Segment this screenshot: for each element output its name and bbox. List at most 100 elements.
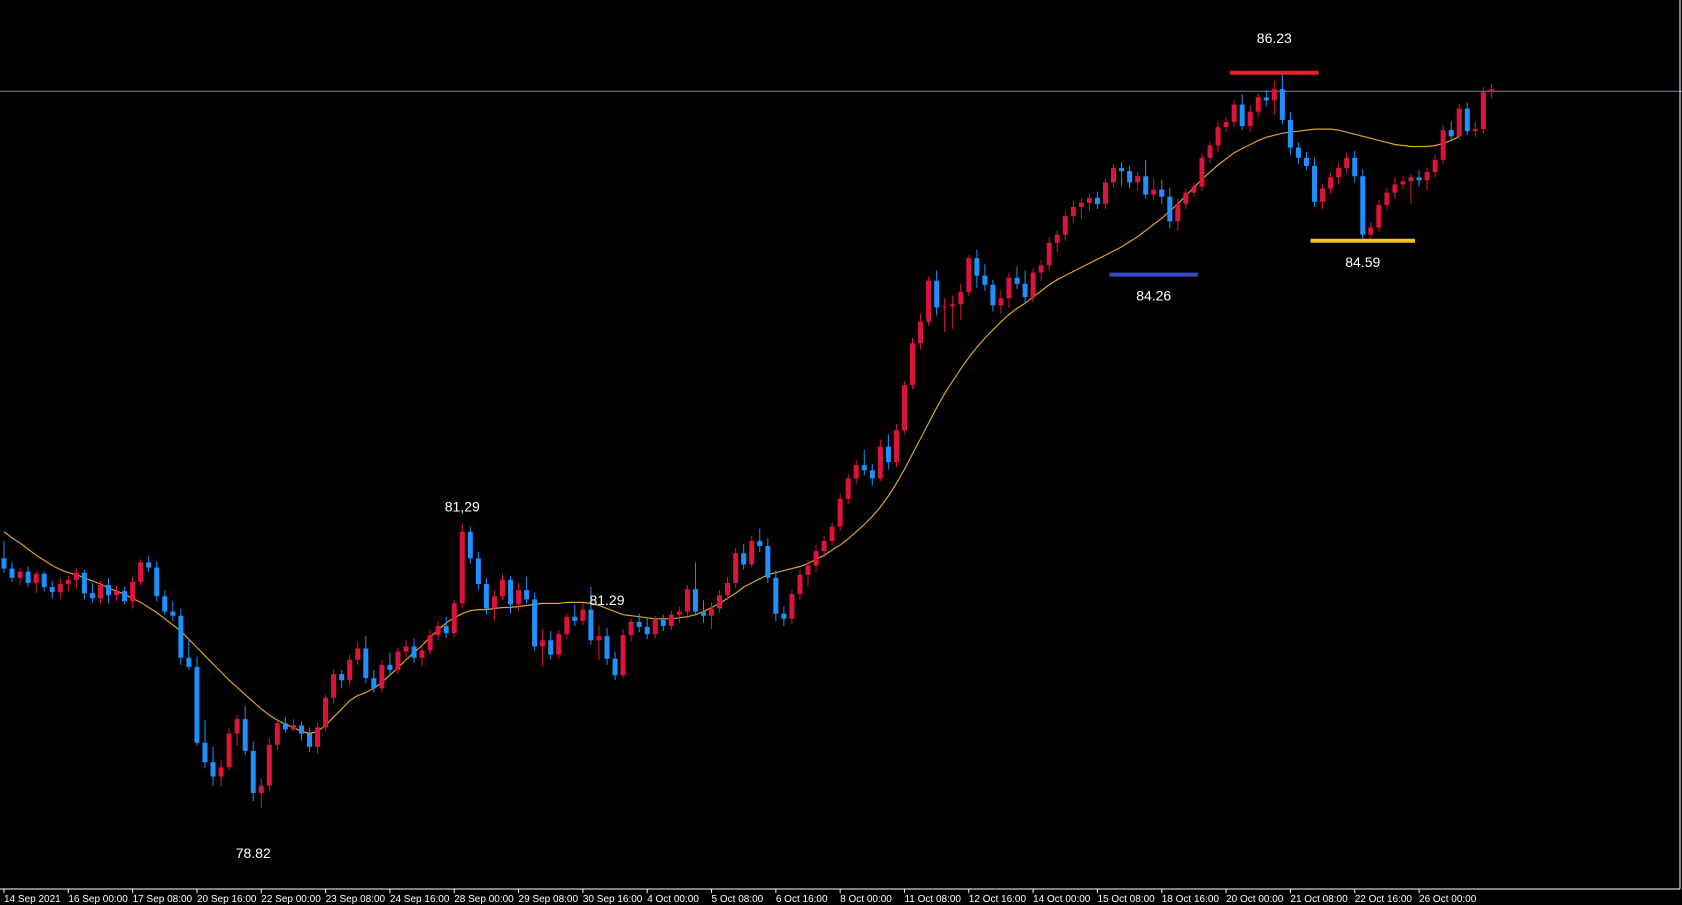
candle-body — [1400, 181, 1406, 185]
candle — [1368, 222, 1374, 241]
candle-body — [757, 540, 763, 547]
price-annotation-label: 81.29 — [589, 592, 624, 608]
candle — [765, 537, 771, 583]
candle — [1303, 151, 1309, 171]
candle — [845, 474, 851, 505]
candle-body — [194, 666, 200, 743]
candle — [910, 338, 916, 390]
x-tick-label: 22 Sep 00:00 — [261, 894, 321, 905]
x-tick-label: 6 Oct 16:00 — [776, 894, 828, 905]
candle — [564, 613, 570, 640]
candle-body — [741, 553, 747, 565]
candle — [411, 638, 417, 663]
candle — [1408, 174, 1414, 204]
candle — [483, 577, 489, 615]
candles-layer — [1, 72, 1494, 809]
candle — [885, 434, 891, 470]
candle — [1062, 211, 1068, 241]
price-annotation-label: 81,29 — [445, 499, 480, 515]
candle — [837, 493, 843, 531]
candle-body — [652, 619, 658, 635]
candle-body — [347, 659, 353, 681]
candle — [1287, 111, 1293, 155]
candle — [1038, 260, 1044, 281]
candle — [427, 630, 433, 655]
candle-body — [1038, 265, 1044, 273]
candle — [1344, 152, 1350, 174]
candle — [1159, 179, 1165, 204]
candle-body — [1464, 108, 1470, 132]
candle — [499, 573, 505, 601]
candle-body — [1392, 184, 1398, 193]
candle — [25, 566, 31, 588]
candle-body — [620, 635, 626, 676]
candle-body — [250, 750, 256, 793]
candle-body — [1223, 121, 1229, 128]
candle-body — [797, 574, 803, 595]
candle — [1143, 159, 1149, 199]
candle-body — [25, 571, 31, 583]
candle-body — [307, 733, 313, 747]
candle-body — [234, 719, 240, 734]
candle — [331, 668, 337, 704]
candle-body — [483, 583, 489, 609]
candle-body — [33, 573, 39, 583]
candle-body — [725, 582, 731, 596]
candle-body — [9, 568, 15, 578]
x-tick-label: 12 Oct 16:00 — [969, 894, 1027, 905]
x-tick-label: 18 Oct 16:00 — [1162, 894, 1220, 905]
candle — [1207, 141, 1213, 163]
candle — [1070, 200, 1076, 223]
candle-body — [636, 621, 642, 627]
candle — [813, 545, 819, 572]
candle-body — [419, 650, 425, 658]
candle-body — [974, 258, 980, 276]
candle — [942, 298, 948, 332]
candle-body — [572, 616, 578, 621]
candle — [250, 741, 256, 802]
candle-body — [81, 572, 87, 594]
candle — [1215, 121, 1221, 153]
price-annotation-label: 78.82 — [236, 845, 271, 861]
candle-body — [580, 609, 586, 621]
candle — [998, 290, 1004, 314]
candle-body — [885, 446, 891, 463]
candle — [379, 659, 385, 693]
moving-average-layer — [3, 128, 1460, 735]
candle — [1119, 161, 1125, 187]
candle — [1352, 150, 1358, 183]
candle-body — [612, 658, 618, 676]
candle — [435, 620, 441, 641]
x-tick-label: 28 Sep 00:00 — [454, 894, 514, 905]
candle-body — [475, 558, 481, 584]
candle-body — [709, 608, 715, 616]
candle — [1, 540, 7, 573]
candle — [1480, 87, 1486, 134]
candle-body — [773, 577, 779, 614]
candle — [1078, 197, 1084, 220]
candle — [1151, 178, 1157, 200]
candle — [89, 582, 95, 603]
candle — [282, 717, 288, 733]
x-tick-label: 21 Oct 08:00 — [1290, 894, 1348, 905]
candle — [1488, 84, 1494, 99]
candle — [371, 670, 377, 693]
x-tick-label: 17 Sep 08:00 — [133, 894, 193, 905]
candle-body — [170, 611, 176, 616]
candle — [1183, 188, 1189, 210]
candle — [893, 424, 899, 468]
x-tick-label: 14 Sep 2021 — [4, 894, 61, 905]
candle — [1263, 90, 1269, 107]
candle-body — [1119, 168, 1125, 172]
candle — [982, 264, 988, 291]
candle — [612, 651, 618, 681]
candle-body — [524, 590, 530, 600]
candle — [1030, 268, 1036, 303]
candle-body — [258, 785, 264, 793]
candle — [57, 578, 63, 599]
candle-body — [1151, 189, 1157, 195]
candle-body — [1295, 147, 1301, 158]
candle-body — [966, 258, 972, 292]
candle-body — [1328, 177, 1334, 189]
